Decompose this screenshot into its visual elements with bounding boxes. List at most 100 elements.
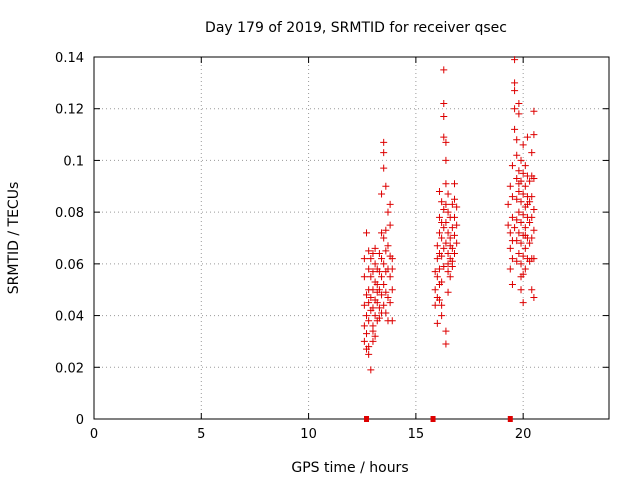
data-point	[530, 206, 538, 214]
data-point	[517, 156, 525, 164]
data-point	[508, 237, 516, 245]
data-point	[444, 260, 452, 268]
data-point	[375, 304, 383, 312]
data-point	[511, 224, 519, 232]
data-point	[451, 180, 458, 188]
data-point	[433, 255, 441, 263]
data-point	[360, 255, 368, 263]
data-point	[438, 234, 446, 242]
data-point	[367, 306, 375, 314]
data-point	[508, 281, 516, 289]
data-point	[384, 242, 392, 250]
data-point	[433, 273, 441, 281]
data-point	[517, 260, 525, 268]
data-point	[519, 211, 527, 219]
data-point	[442, 239, 450, 247]
x-tick-label: 0	[90, 427, 98, 442]
baseline-marker	[430, 416, 436, 422]
data-point	[446, 242, 454, 250]
data-point	[369, 337, 377, 345]
x-axis-ticks: 0 5 10 15 20	[90, 57, 531, 442]
data-point	[388, 286, 396, 294]
data-point	[530, 293, 538, 301]
data-point	[371, 260, 379, 268]
data-point	[521, 182, 529, 190]
data-point	[384, 208, 392, 216]
data-point	[515, 110, 523, 118]
data-point	[438, 252, 446, 260]
data-point	[380, 281, 388, 289]
data-point	[360, 337, 368, 345]
data-point	[511, 125, 519, 133]
data-point	[453, 203, 461, 211]
y-tick-label: 0.06	[55, 258, 84, 273]
data-point	[438, 198, 446, 206]
data-point	[360, 273, 368, 281]
y-tick-label: 0	[76, 413, 84, 428]
data-point	[435, 187, 443, 195]
data-point	[517, 239, 525, 247]
data-point	[435, 296, 443, 304]
data-point	[378, 229, 386, 237]
data-point	[369, 268, 377, 276]
data-point	[378, 291, 386, 299]
data-point	[451, 231, 458, 239]
data-point	[444, 208, 452, 216]
data-point	[521, 265, 529, 273]
data-point	[513, 216, 521, 224]
data-point	[433, 242, 441, 250]
data-point	[440, 224, 448, 232]
data-point	[442, 327, 450, 335]
data-point	[508, 162, 516, 170]
data-point	[438, 278, 446, 286]
data-point	[433, 319, 441, 327]
data-point	[440, 100, 448, 108]
data-point	[515, 250, 523, 258]
data-point	[386, 273, 394, 281]
data-point	[523, 133, 531, 141]
data-point	[386, 299, 394, 307]
chart-title: Day 179 of 2019, SRMTID for receiver qse…	[205, 20, 507, 36]
data-point	[506, 229, 514, 237]
data-point	[365, 247, 373, 255]
data-point	[388, 265, 396, 273]
data-point	[528, 193, 536, 201]
data-point	[448, 224, 456, 232]
y-tick-label: 0.08	[55, 206, 84, 221]
data-point	[444, 190, 452, 198]
data-point	[519, 190, 527, 198]
data-point	[446, 234, 454, 242]
y-tick-label: 0.04	[55, 310, 84, 325]
data-point	[373, 281, 381, 289]
data-point	[363, 312, 371, 320]
data-point	[530, 175, 538, 183]
data-point	[438, 312, 446, 320]
data-point	[530, 255, 538, 263]
data-point	[521, 231, 529, 239]
data-point	[365, 299, 373, 307]
data-point	[440, 206, 448, 214]
data-point	[384, 293, 392, 301]
data-point	[508, 255, 516, 263]
data-point	[367, 255, 375, 263]
data-point	[506, 265, 514, 273]
data-point	[363, 229, 371, 237]
data-point	[440, 112, 448, 120]
data-point	[511, 79, 519, 87]
x-tick-label: 10	[300, 427, 317, 442]
data-point	[380, 260, 388, 268]
data-point	[519, 299, 527, 307]
data-point	[511, 105, 519, 113]
data-point	[380, 138, 388, 146]
data-point	[435, 213, 443, 221]
data-point	[513, 195, 521, 203]
x-axis-label: GPS time / hours	[291, 460, 408, 476]
baseline-markers	[364, 416, 513, 422]
data-point	[519, 141, 527, 149]
data-point	[515, 208, 523, 216]
data-point	[451, 195, 458, 203]
data-point	[519, 252, 527, 260]
data-point	[517, 273, 525, 281]
data-point	[446, 273, 454, 281]
